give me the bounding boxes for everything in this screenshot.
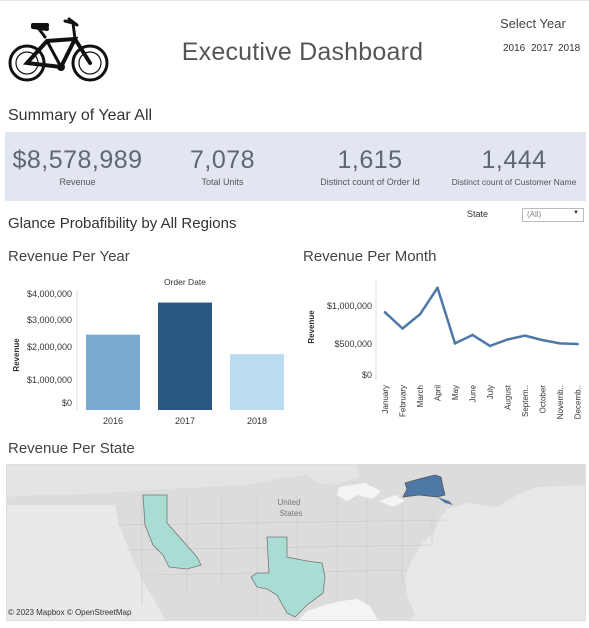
bar-2017[interactable]: [158, 302, 212, 410]
gulf-of-mexico: [298, 599, 378, 620]
us-map: United States: [7, 465, 585, 620]
great-lakes: [337, 483, 381, 501]
canada-area: [7, 465, 359, 497]
line-xtick-label: May: [451, 385, 460, 400]
country-label: United: [277, 498, 300, 507]
bar-xtick-label: 2016: [103, 416, 123, 426]
line-point[interactable]: [506, 338, 509, 341]
kpi-panel: $8,578,989 Revenue 7,078 Total Units 1,6…: [5, 132, 586, 201]
revenue-per-year-title: Revenue Per Year: [8, 248, 130, 265]
revenue-per-year-chart: Order Date Revenue $4,000,000 $3,000,000…: [12, 277, 284, 426]
year-filter-2016[interactable]: 2016: [503, 43, 526, 54]
state-filter-value: (All): [527, 210, 542, 219]
year-filter-2018[interactable]: 2018: [558, 43, 581, 54]
bar-ytick-label: $1,000,000: [27, 375, 72, 385]
revenue-per-month-chart: Revenue $1,000,000 $500,000 $0 January Fe…: [307, 280, 583, 419]
kpi-order-count-label: Distinct count of Order Id: [320, 177, 420, 187]
line-point[interactable]: [523, 334, 527, 337]
line-xtick-label: January: [381, 385, 390, 413]
revenue-per-state-title: Revenue Per State: [8, 440, 135, 457]
summary-title: Summary of Year All: [8, 107, 153, 124]
dashboard-title: Executive Dashboard: [181, 38, 424, 66]
line-xtick-label: August: [504, 384, 513, 410]
line-chart-ylabel: Revenue: [307, 310, 316, 344]
bar-2018[interactable]: [230, 354, 284, 410]
state-filter-dropdown[interactable]: (All) ▼: [522, 208, 584, 222]
line-xtick-label: July: [486, 385, 495, 399]
kpi-total-units-label: Total Units: [201, 177, 244, 187]
revenue-per-state-map[interactable]: United States: [6, 464, 586, 621]
bar-xtick-label: 2017: [175, 416, 195, 426]
kpi-revenue: $8,578,989 Revenue: [5, 146, 150, 187]
line-point[interactable]: [383, 311, 387, 314]
line-point[interactable]: [471, 333, 474, 337]
bar-xtick-label: 2018: [247, 416, 267, 426]
revenue-line[interactable]: [384, 286, 578, 348]
kpi-revenue-value: $8,578,989: [12, 146, 143, 174]
line-point[interactable]: [558, 342, 562, 345]
revenue-per-month-title: Revenue Per Month: [303, 248, 437, 265]
order-date-header: Order Date: [164, 277, 206, 287]
top-divider: [0, 0, 589, 1]
line-xtick-label: February: [399, 385, 408, 417]
bar-2016[interactable]: [86, 334, 140, 410]
line-ytick-label: $1,000,000: [327, 301, 372, 311]
bar-ytick-label: $4,000,000: [27, 289, 72, 299]
line-xtick-label: Septem..: [521, 385, 530, 417]
line-point[interactable]: [541, 338, 544, 342]
bar-chart-ylabel: Revenue: [12, 338, 21, 372]
bar-ytick-label: $2,000,000: [27, 342, 72, 352]
line-xtick-label: June: [469, 384, 478, 402]
line-xtick-label: March: [416, 385, 425, 407]
select-year-label: Select Year: [500, 16, 566, 31]
kpi-revenue-label: Revenue: [59, 177, 96, 187]
map-attribution: © 2023 Mapbox © OpenStreetMap: [8, 608, 132, 617]
glance-title: Glance Probafibility by All Regions: [8, 215, 237, 232]
line-point[interactable]: [488, 344, 492, 348]
new-york-state[interactable]: [402, 474, 446, 498]
chevron-down-icon: ▼: [573, 210, 579, 216]
country-label: States: [280, 509, 303, 518]
line-xtick-label: October: [539, 385, 548, 414]
kpi-total-units: 7,078 Total Units: [160, 146, 285, 187]
kpi-order-count-value: 1,615: [337, 146, 403, 174]
line-xtick-label: Decemb..: [574, 385, 583, 419]
texas-state[interactable]: [250, 536, 326, 618]
line-xtick-label: April: [434, 385, 443, 401]
california-state[interactable]: [142, 494, 202, 570]
bicycle-logo-icon: [8, 17, 109, 82]
kpi-customer-count-label: Distinct count of Customer Name: [451, 177, 577, 187]
state-filter-label: State: [467, 209, 489, 219]
kpi-customer-count: 1,444 Distinct count of Customer Name: [443, 146, 585, 187]
year-filter-2017[interactable]: 2017: [531, 43, 554, 54]
line-point[interactable]: [453, 342, 457, 345]
line-xtick-label: Novemb..: [556, 385, 565, 419]
bar-ytick-label: $0: [62, 398, 72, 408]
line-point[interactable]: [401, 327, 404, 330]
line-point[interactable]: [576, 342, 579, 346]
line-ytick-label: $500,000: [334, 339, 372, 349]
line-point[interactable]: [418, 312, 422, 316]
kpi-customer-count-value: 1,444: [481, 146, 547, 174]
line-point[interactable]: [436, 286, 439, 290]
pacific-ocean: [7, 505, 166, 620]
bar-ytick-label: $3,000,000: [27, 315, 72, 325]
line-ytick-label: $0: [362, 370, 372, 380]
kpi-order-count: 1,615 Distinct count of Order Id: [305, 146, 435, 187]
kpi-total-units-value: 7,078: [189, 146, 256, 174]
